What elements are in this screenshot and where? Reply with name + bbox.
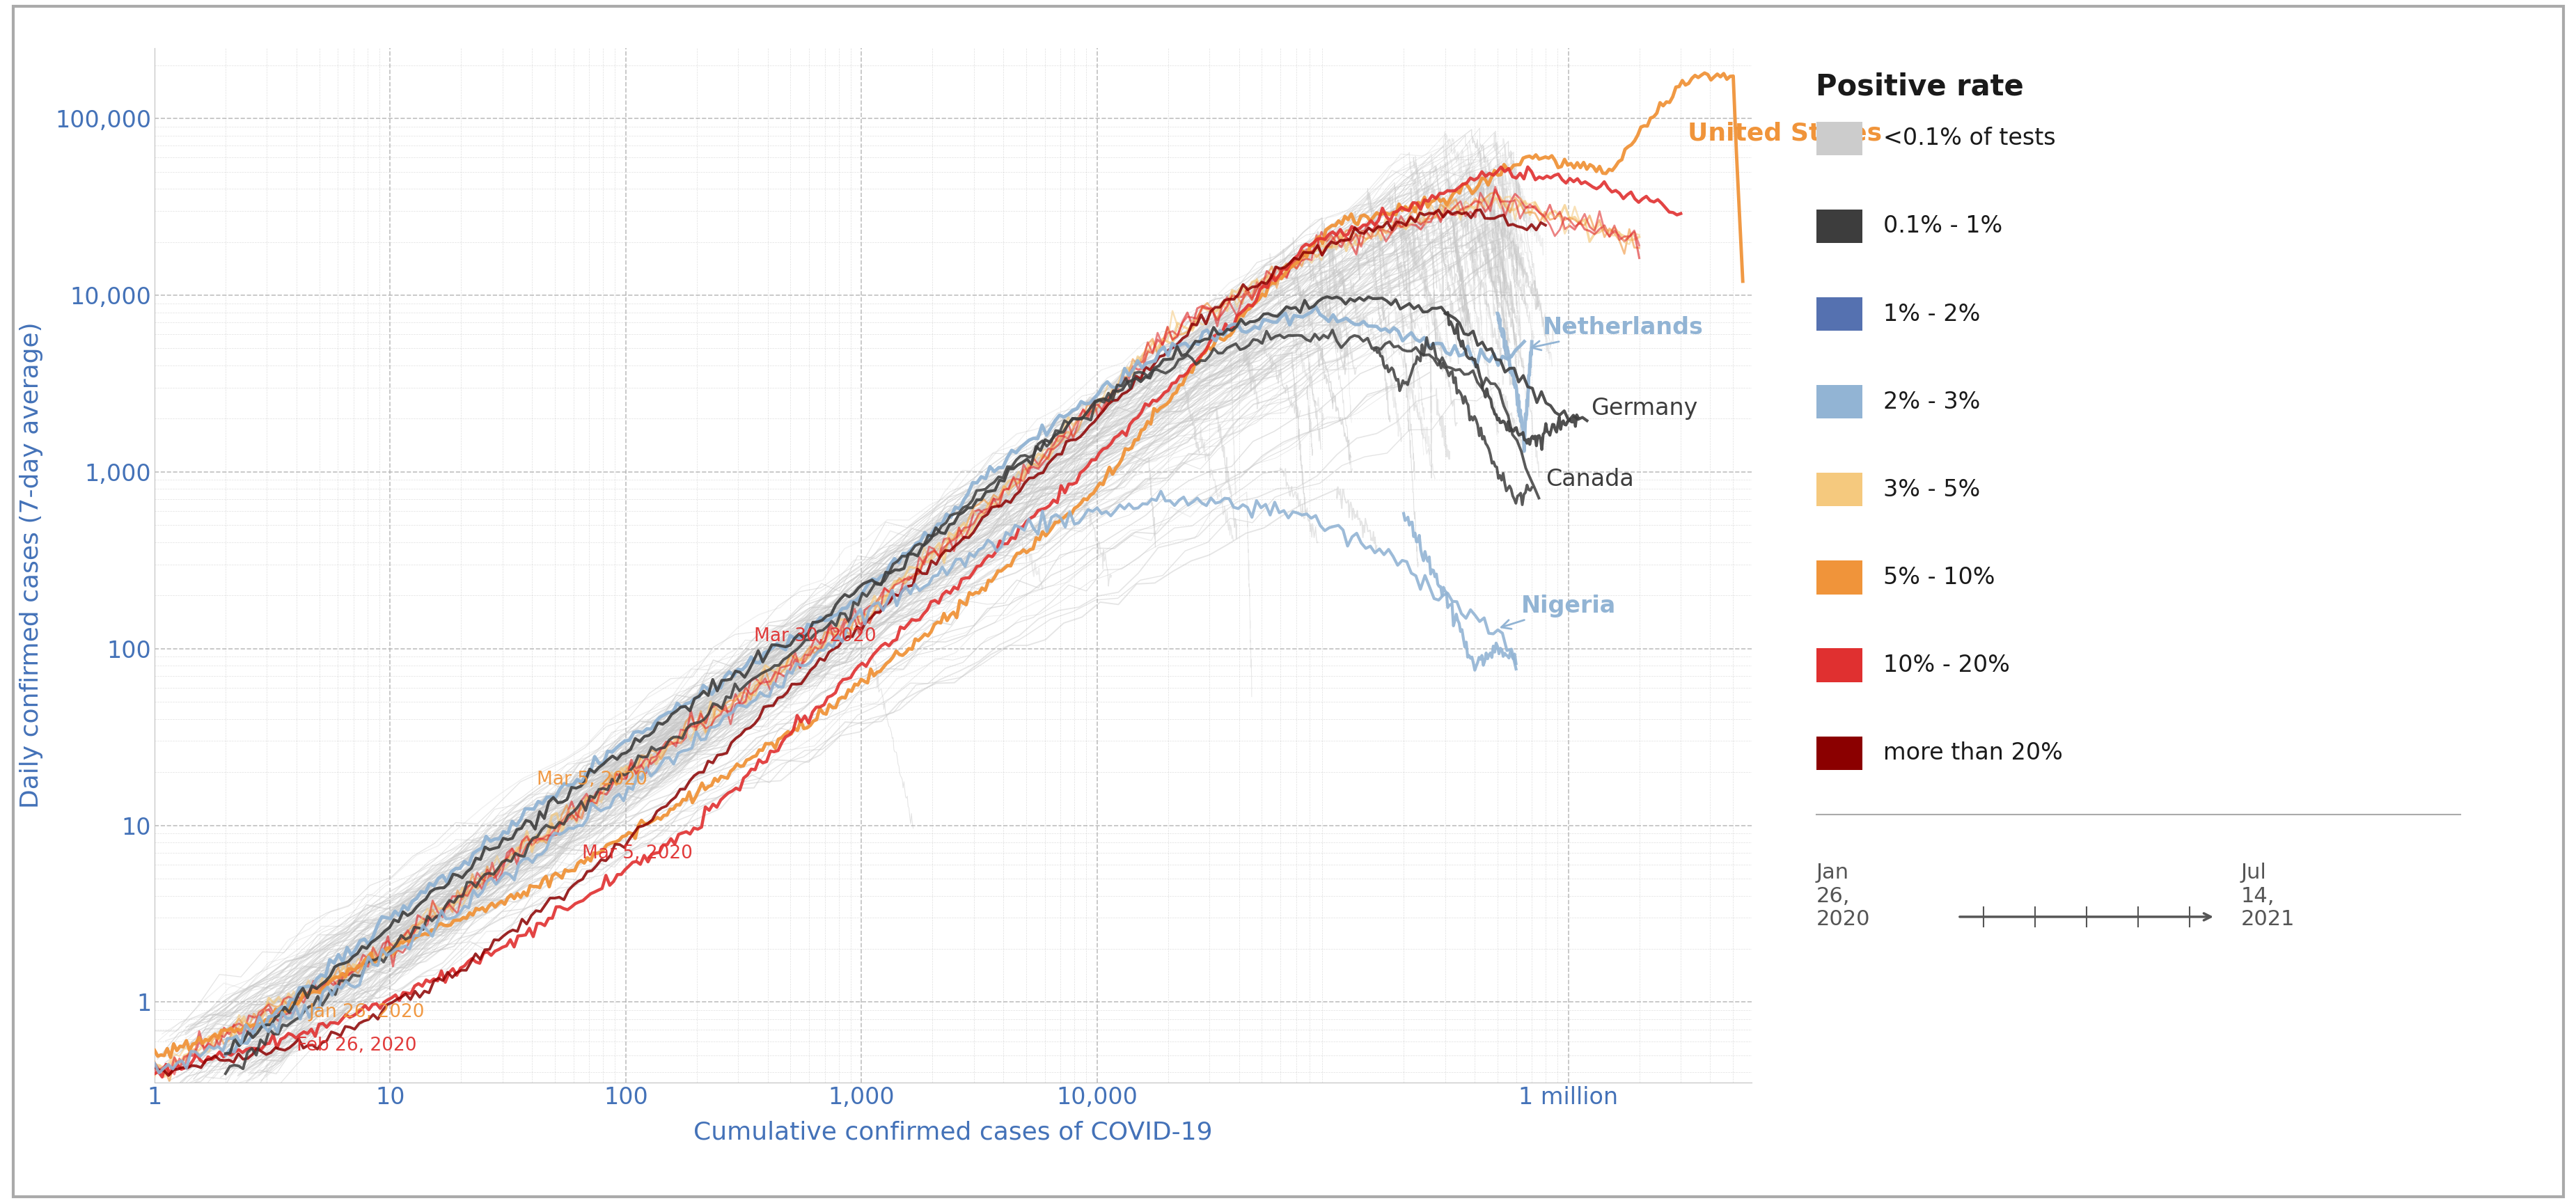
Text: Canada: Canada xyxy=(1546,468,1633,491)
Text: Mar 5, 2020: Mar 5, 2020 xyxy=(582,845,693,863)
Text: 3% - 5%: 3% - 5% xyxy=(1883,478,1981,502)
Text: 2% - 3%: 2% - 3% xyxy=(1883,390,1981,414)
Text: Positive rate: Positive rate xyxy=(1816,72,2025,101)
Text: United States: United States xyxy=(1687,122,1880,146)
Text: Jan 26, 2020: Jan 26, 2020 xyxy=(309,1003,425,1021)
X-axis label: Cumulative confirmed cases of COVID-19: Cumulative confirmed cases of COVID-19 xyxy=(693,1121,1213,1144)
Text: 0.1% - 1%: 0.1% - 1% xyxy=(1883,214,2002,238)
Text: Feb 26, 2020: Feb 26, 2020 xyxy=(296,1037,417,1055)
Y-axis label: Daily confirmed cases (7-day average): Daily confirmed cases (7-day average) xyxy=(21,322,44,808)
Text: Jul
14,
2021: Jul 14, 2021 xyxy=(2241,863,2295,930)
Text: Mar 30, 2020: Mar 30, 2020 xyxy=(755,628,876,646)
Text: more than 20%: more than 20% xyxy=(1883,741,2063,765)
Text: Nigeria: Nigeria xyxy=(1502,594,1615,629)
Text: Germany: Germany xyxy=(1592,397,1698,420)
Text: Mar 5, 2020: Mar 5, 2020 xyxy=(536,771,647,789)
Text: 1% - 2%: 1% - 2% xyxy=(1883,302,1981,326)
Text: 10% - 20%: 10% - 20% xyxy=(1883,653,2009,677)
Text: <0.1% of tests: <0.1% of tests xyxy=(1883,126,2056,150)
Text: 5% - 10%: 5% - 10% xyxy=(1883,565,1994,589)
Text: Jan
26,
2020: Jan 26, 2020 xyxy=(1816,863,1870,930)
Text: Netherlands: Netherlands xyxy=(1530,316,1703,350)
